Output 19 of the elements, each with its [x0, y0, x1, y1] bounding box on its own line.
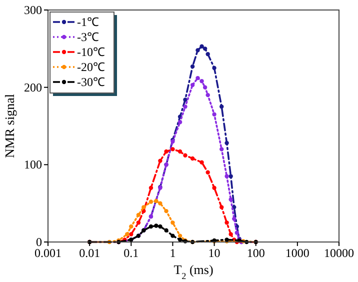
x-tick-label: 0.001 [34, 246, 62, 260]
legend-label: -20℃ [77, 60, 105, 74]
x-tick-label: 1000 [285, 246, 310, 260]
legend-label: -10℃ [77, 45, 105, 59]
x-axis-title: T$_{2}$ (ms) [174, 262, 214, 281]
y-tick-label: 100 [24, 158, 42, 172]
x-tick-label: 100 [246, 246, 265, 260]
x-tick-label: 10000 [324, 246, 354, 260]
y-tick-label: 200 [24, 80, 42, 94]
x-tick-label: 0.1 [124, 246, 139, 260]
legend-label: -3℃ [77, 30, 99, 44]
legend-label: -30℃ [77, 75, 105, 89]
x-tick-label: 1 [170, 246, 176, 260]
y-axis-title: NMR signal [2, 94, 17, 158]
y-tick-label: 300 [24, 3, 42, 17]
x-tick-label: 0.01 [79, 246, 100, 260]
y-tick-label: 0 [36, 235, 42, 249]
legend-label: -1℃ [77, 15, 99, 29]
x-tick-label: 10 [208, 246, 220, 260]
